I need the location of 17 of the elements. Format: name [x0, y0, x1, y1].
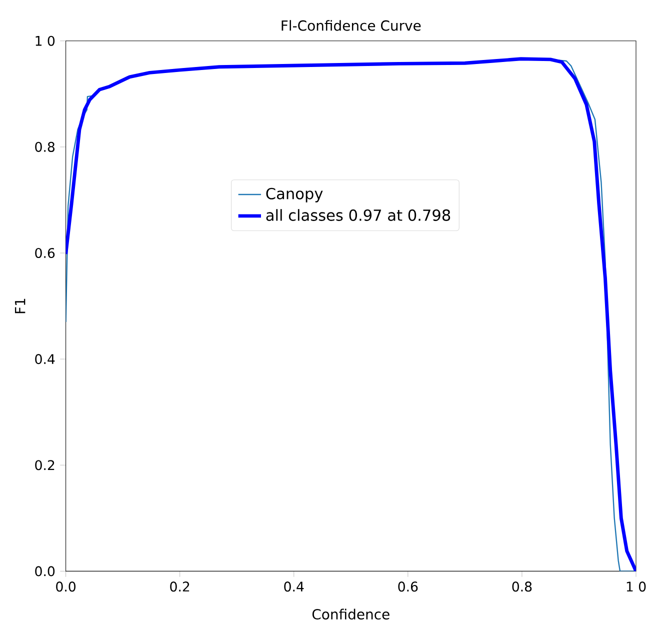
x-tick-label: 0.0: [56, 582, 76, 592]
x-tick-label: 0.8: [512, 582, 532, 592]
y-tick-label: 0.6: [35, 248, 55, 258]
y-tick-label: 0.0: [35, 566, 55, 576]
x-tick-label: 0.2: [170, 582, 190, 592]
y-tick-label: 0.4: [35, 354, 55, 364]
x-tick-label: 0.4: [284, 582, 304, 592]
x-tick-label: 0.6: [398, 582, 418, 592]
y-tick-label: 1 0: [36, 36, 55, 46]
legend-label: Canopy: [266, 188, 323, 202]
y-axis-title: F1: [14, 298, 26, 314]
y-tick-label: 0.2: [35, 460, 54, 470]
x-axis-title: Confidence: [312, 608, 390, 620]
y-tick-label: 0.8: [35, 142, 55, 152]
legend-label: all classes 0.97 at 0.798: [266, 209, 450, 221]
chart-title: Fl-Confidence Curve: [282, 20, 421, 31]
x-tick-label: 1 0: [626, 582, 646, 592]
